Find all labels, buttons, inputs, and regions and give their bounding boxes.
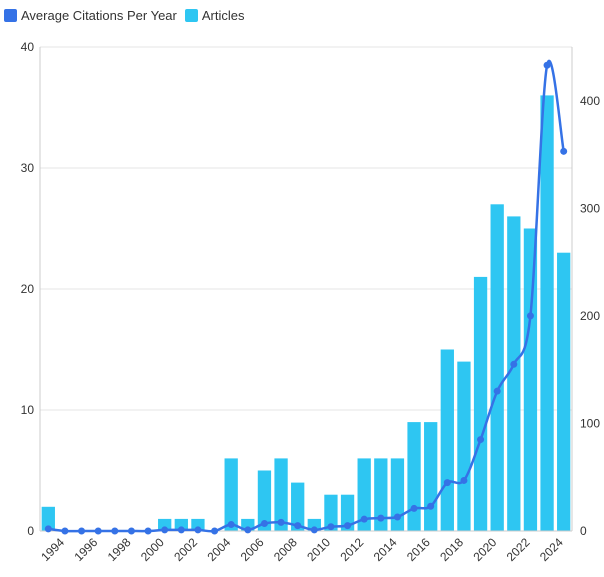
citations-point: [377, 514, 385, 522]
y-right-tick-label: 400: [580, 94, 600, 108]
bar: [407, 422, 421, 531]
bar: [374, 458, 388, 531]
bar: [191, 518, 205, 531]
citations-point: [360, 515, 368, 523]
citations-point: [344, 522, 352, 530]
y-right-tick-label: 100: [580, 416, 600, 430]
legend-item-articles[interactable]: Articles: [184, 7, 245, 23]
bar: [291, 482, 305, 531]
x-tick-label: 1994: [38, 535, 67, 564]
x-tick-label: 2024: [537, 535, 566, 564]
bar: [473, 276, 488, 531]
citations-point: [477, 436, 485, 444]
bar: [307, 518, 321, 531]
x-tick-label: 2014: [371, 535, 400, 564]
x-tick-label: 2006: [238, 535, 267, 564]
citations-point: [194, 526, 202, 534]
bar: [507, 216, 521, 531]
citations-point: [410, 504, 418, 512]
x-tick-label: 2002: [171, 535, 200, 564]
citations-point: [144, 527, 152, 535]
y-left-tick-label: 0: [27, 524, 34, 538]
bar: [457, 361, 471, 531]
citations-point: [526, 312, 534, 320]
y-left-tick-label: 20: [21, 282, 35, 296]
x-tick-label: 2000: [138, 535, 167, 564]
line-layer: [44, 59, 568, 535]
citations-point: [327, 523, 335, 531]
x-tick-label: 2012: [338, 535, 367, 564]
x-tick-label: 1998: [105, 535, 134, 564]
chart-legend: Average Citations Per Year Articles: [4, 4, 253, 26]
legend-swatch-articles: [184, 8, 198, 22]
bar: [41, 506, 55, 531]
citations-point: [493, 387, 501, 395]
legend-label-citations: Average Citations Per Year: [21, 7, 177, 23]
y-right-tick-label: 0: [580, 524, 587, 538]
citations-point: [61, 527, 69, 535]
bar: [174, 518, 188, 531]
bar: [557, 252, 571, 531]
citations-point: [127, 527, 135, 535]
bar: [490, 204, 504, 532]
bar: [340, 494, 355, 531]
bar: [257, 470, 272, 531]
citations-point: [277, 518, 285, 526]
x-tick-label: 2008: [271, 535, 300, 564]
citations-point: [260, 519, 268, 527]
citations-point: [460, 476, 468, 484]
citations-point: [310, 526, 318, 534]
citations-point: [211, 527, 219, 535]
citations-point: [560, 147, 568, 155]
y-left-tick-label: 40: [21, 40, 35, 54]
citations-point: [543, 61, 551, 69]
bar: [390, 458, 405, 531]
y-left-tick-label: 10: [21, 403, 35, 417]
citations-point: [443, 479, 451, 487]
citations-point: [161, 526, 169, 534]
x-tick-label: 2016: [404, 535, 433, 564]
y-right-tick-label: 200: [580, 309, 600, 323]
citations-point: [78, 527, 86, 535]
citations-point: [44, 525, 52, 533]
bar: [440, 349, 454, 531]
x-tick-label: 1996: [72, 535, 101, 564]
y-left-tick-label: 30: [21, 161, 35, 175]
citations-point: [111, 527, 119, 535]
citations-point: [427, 502, 435, 510]
legend-swatch-citations: [4, 8, 17, 22]
citations-point: [393, 513, 401, 521]
bar: [357, 458, 371, 531]
x-tick-label: 2018: [437, 535, 466, 564]
bar: [540, 95, 554, 532]
x-tick-label: 2020: [471, 535, 500, 564]
citations-point: [94, 527, 102, 535]
citations-point: [227, 521, 235, 529]
legend-item-citations[interactable]: Average Citations Per Year: [4, 8, 177, 23]
y-right-tick-label: 300: [580, 201, 600, 215]
bar: [324, 494, 338, 531]
x-tick-label: 2010: [304, 535, 333, 564]
citations-point: [177, 526, 185, 534]
citations-point: [244, 526, 252, 534]
bar-layer: [41, 95, 571, 532]
bar: [274, 458, 288, 531]
legend-label-articles: Articles: [201, 7, 245, 23]
bar: [158, 518, 172, 531]
citations-point: [510, 360, 518, 368]
x-tick-label: 2004: [205, 535, 234, 564]
citations-point: [294, 522, 302, 530]
x-tick-label: 2022: [504, 535, 533, 564]
bar: [424, 422, 438, 531]
bar: [224, 458, 238, 531]
bar: [523, 228, 538, 531]
